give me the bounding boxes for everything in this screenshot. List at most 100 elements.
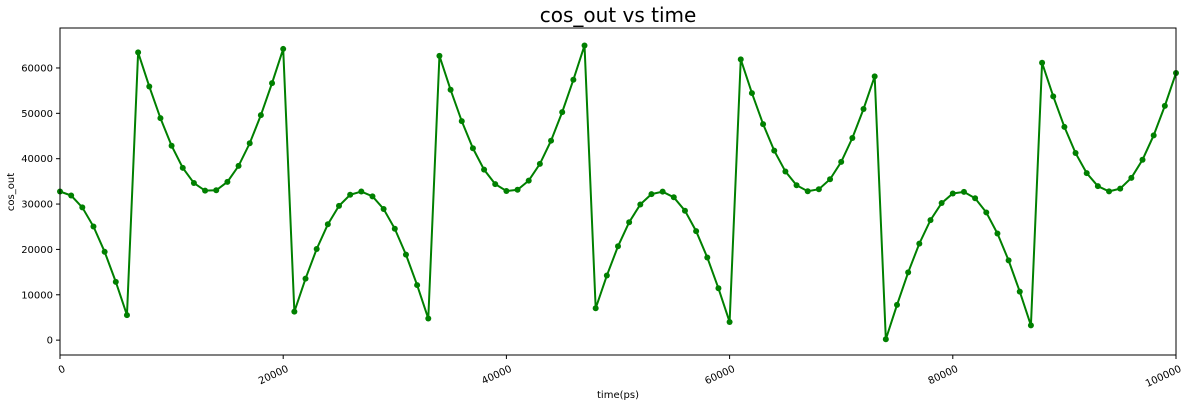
data-point bbox=[481, 166, 488, 173]
data-point bbox=[994, 230, 1001, 237]
data-point bbox=[1061, 123, 1068, 130]
data-point bbox=[1027, 322, 1034, 329]
data-point bbox=[1128, 174, 1135, 181]
data-point bbox=[648, 191, 655, 198]
y-tick-label: 60000 bbox=[21, 63, 53, 74]
data-point bbox=[369, 193, 376, 200]
data-point bbox=[592, 305, 599, 312]
data-point bbox=[90, 223, 97, 230]
data-point bbox=[871, 73, 878, 80]
plot-frame bbox=[59, 27, 1177, 356]
data-point bbox=[291, 308, 298, 315]
data-point bbox=[436, 52, 443, 59]
data-point bbox=[615, 243, 621, 250]
data-point bbox=[726, 318, 733, 325]
data-point bbox=[269, 80, 276, 87]
data-point bbox=[492, 181, 499, 188]
data-point bbox=[469, 145, 476, 152]
data-point bbox=[815, 186, 822, 193]
data-point bbox=[838, 158, 845, 165]
data-point bbox=[1150, 132, 1157, 139]
data-point bbox=[135, 49, 142, 56]
data-point bbox=[324, 221, 331, 228]
data-point bbox=[626, 219, 633, 226]
data-point bbox=[1072, 150, 1079, 157]
data-point bbox=[179, 164, 186, 171]
data-point bbox=[1139, 156, 1146, 163]
y-tick-label: 20000 bbox=[21, 245, 53, 256]
data-point bbox=[1094, 183, 1101, 190]
data-point bbox=[391, 225, 398, 232]
data-point bbox=[748, 90, 755, 97]
x-tick-label: 20000 bbox=[257, 364, 290, 387]
x-axis-label: time(ps) bbox=[597, 390, 639, 401]
data-point bbox=[157, 115, 164, 122]
data-point bbox=[425, 315, 432, 322]
data-point bbox=[347, 191, 354, 198]
data-point bbox=[704, 254, 711, 261]
data-point bbox=[402, 251, 409, 258]
x-tick-label: 40000 bbox=[480, 364, 513, 387]
data-point bbox=[693, 228, 700, 235]
data-point bbox=[536, 160, 543, 167]
data-point bbox=[570, 76, 577, 83]
data-point bbox=[79, 204, 86, 211]
data-point bbox=[190, 180, 197, 187]
data-point bbox=[525, 177, 532, 184]
data-point bbox=[1039, 59, 1046, 66]
data-point bbox=[782, 168, 789, 175]
data-point bbox=[246, 140, 253, 147]
y-tick-label: 40000 bbox=[21, 154, 53, 165]
data-point bbox=[581, 42, 588, 49]
data-point bbox=[960, 188, 967, 195]
data-point bbox=[849, 135, 856, 142]
data-point bbox=[235, 162, 242, 169]
data-point bbox=[827, 176, 834, 183]
data-point bbox=[760, 121, 767, 128]
data-point bbox=[68, 192, 75, 199]
data-point bbox=[1083, 170, 1090, 177]
data-point bbox=[972, 195, 979, 202]
data-point bbox=[927, 217, 934, 224]
x-tick-label: 60000 bbox=[703, 364, 736, 387]
y-tick-label: 30000 bbox=[21, 200, 53, 211]
data-point bbox=[1016, 288, 1023, 295]
data-line bbox=[59, 45, 1177, 340]
data-point bbox=[1161, 102, 1168, 109]
data-point bbox=[882, 336, 889, 343]
data-point bbox=[213, 187, 220, 194]
data-point bbox=[916, 240, 923, 247]
data-point bbox=[737, 56, 744, 63]
data-point bbox=[112, 278, 119, 285]
data-point bbox=[358, 188, 365, 195]
data-point bbox=[715, 285, 722, 292]
data-point bbox=[514, 186, 521, 193]
data-point bbox=[793, 182, 800, 189]
data-point bbox=[336, 202, 342, 209]
data-point bbox=[949, 190, 956, 197]
data-point bbox=[1005, 257, 1012, 264]
data-point bbox=[894, 301, 900, 308]
chart-title: cos_out vs time bbox=[540, 3, 697, 27]
data-point bbox=[280, 45, 287, 52]
y-tick-label: 0 bbox=[47, 336, 53, 347]
data-point bbox=[1117, 185, 1124, 192]
y-tick-label: 50000 bbox=[21, 109, 53, 120]
y-axis-label: cos_out bbox=[6, 173, 17, 211]
data-point bbox=[938, 200, 945, 207]
y-tick-label: 10000 bbox=[21, 290, 53, 301]
x-tick-label: 100000 bbox=[1144, 364, 1183, 390]
data-point bbox=[804, 188, 811, 195]
data-point bbox=[983, 209, 990, 216]
data-point bbox=[224, 178, 231, 185]
data-point bbox=[771, 147, 778, 154]
data-point bbox=[123, 312, 130, 319]
data-point bbox=[101, 248, 108, 255]
data-point bbox=[202, 187, 209, 194]
data-point bbox=[380, 206, 387, 213]
x-tick-label: 80000 bbox=[927, 364, 960, 387]
data-point bbox=[559, 109, 566, 116]
data-point bbox=[603, 272, 610, 279]
data-point bbox=[447, 86, 454, 93]
